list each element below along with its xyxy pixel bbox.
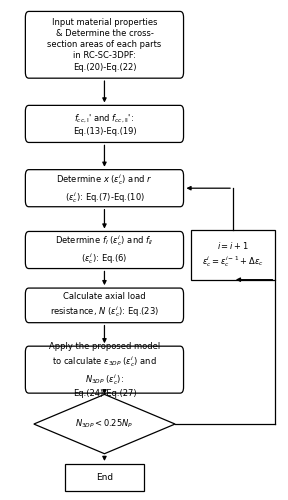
Bar [65, 464, 144, 491]
Text: Determine $f_I$ ($\varepsilon_c^{i}$) and $f_{II}$
($\varepsilon_c^{i}$): Eq.(6): Determine $f_I$ ($\varepsilon_c^{i}$) an… [55, 234, 154, 266]
Polygon shape [34, 394, 175, 454]
FancyBboxPatch shape [25, 106, 183, 142]
FancyBboxPatch shape [25, 232, 183, 268]
FancyBboxPatch shape [25, 170, 183, 206]
Text: Apply the proposed model
to calculate $\varepsilon_{3DP}$ ($\varepsilon_c^{i}$) : Apply the proposed model to calculate $\… [49, 342, 160, 398]
Text: Input material properties
& Determine the cross-
section areas of each parts
in : Input material properties & Determine th… [47, 18, 162, 72]
Text: $i = i + 1$
$\varepsilon_c^{i} = \varepsilon_c^{i-1} + \Delta\varepsilon_c$: $i = i + 1$ $\varepsilon_c^{i} = \vareps… [202, 240, 264, 270]
Text: Determine $x$ ($\varepsilon_c^{i}$) and $r$
($\varepsilon_c^{i}$): Eq.(7)-Eq.(10: Determine $x$ ($\varepsilon_c^{i}$) and … [56, 172, 153, 204]
Text: Calculate axial load
resistance, $N$ ($\varepsilon_c^{i}$): Eq.(23): Calculate axial load resistance, $N$ ($\… [50, 292, 159, 319]
FancyBboxPatch shape [25, 12, 183, 78]
FancyBboxPatch shape [25, 288, 183, 322]
Text: End: End [96, 473, 113, 482]
FancyBboxPatch shape [25, 346, 183, 393]
Text: $f_{cc,\mathrm{I}}$' and $f_{cc,\mathrm{II}}$':
Eq.(13)-Eq.(19): $f_{cc,\mathrm{I}}$' and $f_{cc,\mathrm{… [73, 112, 136, 136]
Text: $N_{3DP} < 0.25N_P$: $N_{3DP} < 0.25N_P$ [75, 418, 134, 430]
Bar [191, 230, 275, 280]
